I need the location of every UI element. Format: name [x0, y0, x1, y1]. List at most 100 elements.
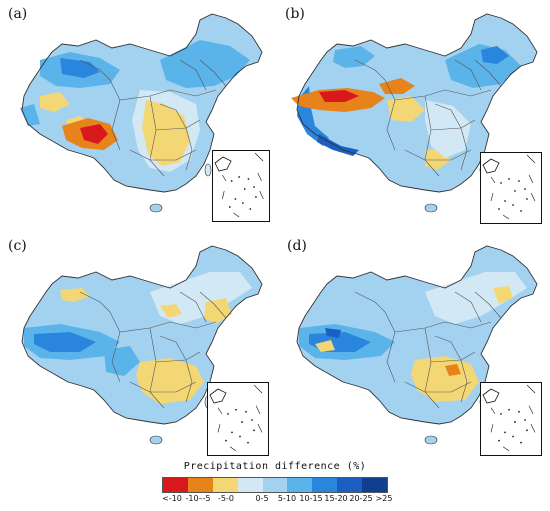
legend-title: Precipitation difference (%): [183, 461, 367, 472]
province-border: [444, 89, 492, 97]
province-border: [109, 79, 121, 151]
province-border: [185, 127, 193, 171]
province-border: [354, 59, 386, 81]
hainan-island: [424, 203, 438, 213]
province-border: [109, 311, 121, 383]
province-border: [354, 291, 386, 313]
precip-region: [60, 288, 90, 302]
province-border: [199, 59, 227, 87]
province-border: [384, 311, 396, 383]
province-border: [454, 291, 482, 323]
south-china-sea-inset-b: [480, 152, 542, 224]
precip-region: [104, 346, 140, 376]
province-border: [169, 321, 217, 329]
legend-colorbar: [162, 477, 388, 493]
province-border: [159, 335, 187, 361]
national-border: [21, 245, 263, 425]
legend-swatch-3: [237, 478, 263, 492]
panel-label-d: (d): [287, 238, 307, 254]
precip-region: [481, 46, 509, 64]
province-border: [159, 103, 187, 129]
precip-region: [40, 92, 70, 112]
map-panel-a: (a): [0, 0, 275, 225]
precip-region: [142, 100, 190, 166]
inset-map: [482, 384, 536, 452]
map-panel-b: (b): [275, 0, 550, 225]
south-china-sea-inset-a: [212, 150, 270, 222]
china-map-b: [291, 13, 538, 213]
precip-region: [445, 364, 461, 376]
legend-tick-label: -10–-5: [185, 494, 211, 503]
province-border: [179, 59, 207, 91]
legend-tick-label: 20-25: [349, 494, 373, 503]
precip-region: [387, 96, 425, 122]
legend-tick-label: >25: [375, 494, 393, 503]
province-border: [185, 359, 193, 403]
hainan-island: [424, 435, 438, 445]
map-panel-d: (d): [275, 232, 550, 457]
province-border: [150, 149, 197, 161]
precip-region: [493, 286, 513, 304]
province-border: [169, 89, 217, 97]
legend-swatch-4: [262, 478, 288, 492]
precip-region: [136, 358, 204, 404]
hainan-island: [149, 435, 163, 445]
national-border: [296, 13, 538, 193]
panel-label-b: (b): [285, 6, 305, 22]
province-border: [460, 359, 468, 403]
china-map-c: [21, 245, 263, 445]
inset-map: [209, 384, 263, 452]
legend-swatch-1: [187, 478, 213, 492]
province-border: [79, 59, 111, 81]
legend-tick-label: <-10: [162, 494, 182, 503]
panel-label-c: (c): [8, 238, 27, 254]
precip-region: [80, 124, 108, 144]
precip-region: [411, 356, 479, 402]
province-border: [434, 103, 462, 129]
precip-region: [34, 332, 96, 352]
province-border: [434, 335, 462, 361]
province-border: [454, 59, 482, 91]
province-border: [384, 79, 396, 151]
precip-region: [315, 340, 335, 352]
national-border: [21, 13, 263, 193]
precip-region: [333, 46, 375, 68]
precip-region: [20, 104, 40, 126]
legend-swatch-5: [287, 478, 313, 492]
legend-tick-label: 10-15: [299, 494, 323, 503]
precip-region: [325, 328, 341, 338]
legend-tick-label: 0-5: [255, 494, 269, 503]
china-map-a: [20, 13, 263, 213]
south-china-sea-inset-c: [207, 382, 269, 456]
province-border: [404, 149, 440, 177]
province-border: [150, 381, 197, 393]
precip-region: [317, 134, 359, 156]
province-border: [129, 381, 165, 409]
hainan-island: [149, 203, 163, 213]
precip-region: [379, 78, 415, 94]
legend-tick-label: 15-20: [324, 494, 348, 503]
legend-swatch-6: [312, 478, 338, 492]
province-border: [425, 381, 472, 393]
taiwan-island: [204, 163, 212, 177]
province-border: [79, 291, 111, 313]
province-border: [460, 127, 468, 171]
precip-region: [160, 304, 182, 318]
legend-tick-label: -5-0: [218, 494, 234, 503]
precip-region: [60, 58, 100, 78]
province-border: [179, 291, 207, 323]
legend-swatch-8: [362, 478, 388, 492]
province-border: [474, 59, 502, 87]
legend-swatch-7: [337, 478, 363, 492]
precip-region: [319, 90, 359, 102]
province-border: [474, 291, 502, 319]
map-panel-c: (c): [0, 232, 275, 457]
legend-tick-label: 5-10: [277, 494, 297, 503]
inset-map: [214, 152, 264, 218]
province-border: [129, 149, 165, 177]
legend-tick-labels: <-10 -10–-5 -5-0 0-5 5-10 10-15 15-20 20-25 >25: [162, 494, 392, 506]
precip-region: [204, 298, 232, 324]
legend-swatch-0: [163, 478, 188, 492]
province-border: [444, 321, 492, 329]
legend-swatch-2: [212, 478, 238, 492]
